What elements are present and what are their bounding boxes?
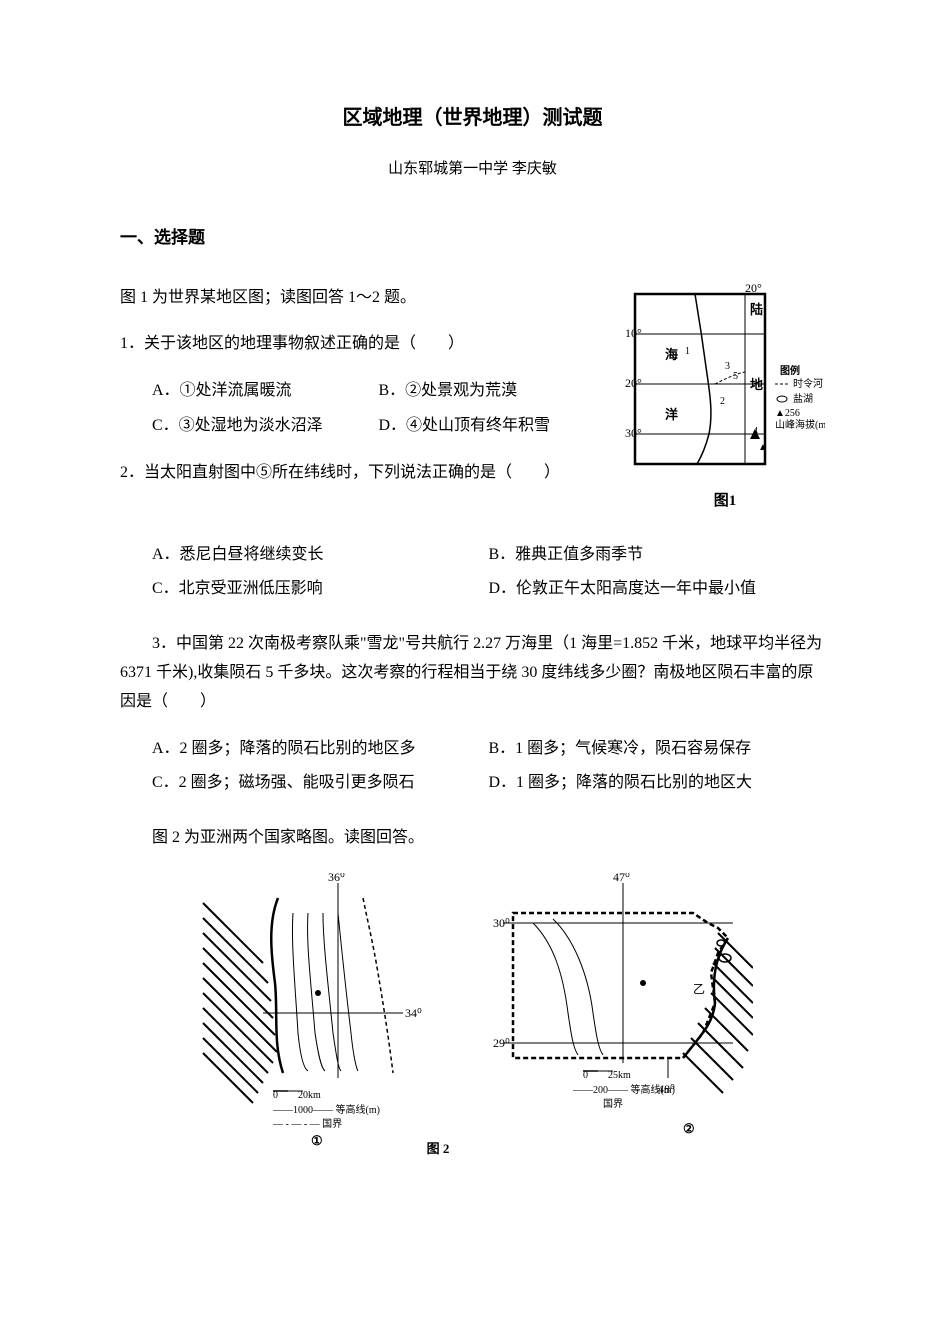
q1-optD: D．④处山顶有终年积雪 <box>379 412 606 441</box>
svg-text:——1000—— 等高线(m): ——1000—— 等高线(m) <box>272 1103 380 1116</box>
svg-text:30°: 30° <box>625 426 642 440</box>
svg-text:34⁰: 34⁰ <box>405 1006 422 1020</box>
intro-q4: 图 2 为亚洲两个国家略图。读图回答。 <box>120 824 825 853</box>
q1-stem: 1．关于该地区的地理事物叙述正确的是（ ） <box>120 330 605 359</box>
q3-stem: 3．中国第 22 次南极考察队乘"雪龙"号共航行 2.27 万海里（1 海里=1… <box>120 630 825 716</box>
figure2-svg: 36⁰ 34⁰ 0 20km ——1000—— 等高线(m) — - — - —… <box>193 873 753 1163</box>
q2-optD: D．伦敦正午太阳高度达一年中最小值 <box>489 575 826 604</box>
q1-options: A．①处洋流属暖流 B．②处景观为荒漠 C．③处湿地为淡水沼泽 D．④处山顶有终… <box>152 377 605 441</box>
svg-text:47⁰: 47⁰ <box>613 873 630 884</box>
svg-text:——200—— 等高线(m): ——200—— 等高线(m) <box>572 1083 675 1096</box>
svg-text:10°: 10° <box>625 326 642 340</box>
svg-text:乙: 乙 <box>693 982 705 996</box>
svg-text:▲: ▲ <box>758 442 768 453</box>
figure1-svg: ▲ 20° 10° 20° 30° 陆 海 地 洋 1 2 3 5 4 图例 时… <box>625 284 825 484</box>
q3-optD: D．1 圈多；降落的陨石比别的地区大 <box>489 769 826 798</box>
svg-text:图 2: 图 2 <box>426 1141 449 1156</box>
q2-optB: B．雅典正值多雨季节 <box>489 541 826 570</box>
page-title: 区域地理（世界地理）测试题 <box>120 100 825 136</box>
q2-optC: C．北京受亚洲低压影响 <box>152 575 489 604</box>
svg-text:地: 地 <box>750 377 763 392</box>
q3-optA: A．2 圈多；降落的陨石比别的地区多 <box>152 735 489 764</box>
svg-text:20°: 20° <box>745 284 762 295</box>
section-heading: 一、选择题 <box>120 223 825 254</box>
svg-text:— - — - — 国界: — - — - — 国界 <box>272 1118 342 1130</box>
svg-text:2: 2 <box>720 396 725 407</box>
figure1-wrap: ▲ 20° 10° 20° 30° 陆 海 地 洋 1 2 3 5 4 图例 时… <box>625 284 825 515</box>
svg-text:3: 3 <box>725 361 730 372</box>
svg-text:36⁰: 36⁰ <box>328 873 345 884</box>
svg-text:山峰海拔(m): 山峰海拔(m) <box>775 418 825 431</box>
q3-options: A．2 圈多；降落的陨石比别的地区多 B．1 圈多；气候寒冷，陨石容易保存 C．… <box>152 735 825 799</box>
svg-text:时令河: 时令河 <box>793 377 823 390</box>
q2-optA: A．悉尼白昼将继续变长 <box>152 541 489 570</box>
q1-optA: A．①处洋流属暖流 <box>152 377 379 406</box>
svg-text:29⁰: 29⁰ <box>493 1036 510 1050</box>
svg-text:洋: 洋 <box>665 407 678 422</box>
page-subtitle: 山东郓城第一中学 李庆敏 <box>120 156 825 183</box>
svg-text:海: 海 <box>665 347 678 362</box>
svg-text:30⁰: 30⁰ <box>493 916 510 930</box>
q2-stem: 2．当太阳直射图中⑤所在纬线时，下列说法正确的是（ ） <box>120 459 605 488</box>
svg-text:1: 1 <box>685 346 690 357</box>
svg-text:盐湖: 盐湖 <box>793 392 813 405</box>
figure1-caption: 图1 <box>625 488 825 515</box>
figure2-wrap: 36⁰ 34⁰ 0 20km ——1000—— 等高线(m) — - — - —… <box>120 873 825 1174</box>
q1-q2-text: 图 1 为世界某地区图；读图回答 1～2 题。 1．关于该地区的地理事物叙述正确… <box>120 284 605 506</box>
q3-block: 3．中国第 22 次南极考察队乘"雪龙"号共航行 2.27 万海里（1 海里=1… <box>120 630 825 798</box>
svg-text:②: ② <box>683 1121 695 1136</box>
q3-optC: C．2 圈多；磁场强、能吸引更多陨石 <box>152 769 489 798</box>
q2-options: A．悉尼白昼将继续变长 B．雅典正值多雨季节 C．北京受亚洲低压影响 D．伦敦正… <box>152 541 825 605</box>
svg-text:5: 5 <box>733 371 738 382</box>
svg-text:①: ① <box>311 1133 323 1148</box>
svg-text:国界: 国界 <box>603 1098 623 1110</box>
q1-optB: B．②处景观为荒漠 <box>379 377 606 406</box>
q1-optC: C．③处湿地为淡水沼泽 <box>152 412 379 441</box>
q1-q2-block: 图 1 为世界某地区图；读图回答 1～2 题。 1．关于该地区的地理事物叙述正确… <box>120 284 825 515</box>
intro-q1: 图 1 为世界某地区图；读图回答 1～2 题。 <box>120 284 605 313</box>
svg-text:▲256: ▲256 <box>775 408 800 419</box>
q3-optB: B．1 圈多；气候寒冷，陨石容易保存 <box>489 735 826 764</box>
svg-text:图例: 图例 <box>780 364 800 377</box>
svg-text:20°: 20° <box>625 376 642 390</box>
svg-text:陆: 陆 <box>750 302 763 317</box>
svg-text:4: 4 <box>753 426 758 437</box>
